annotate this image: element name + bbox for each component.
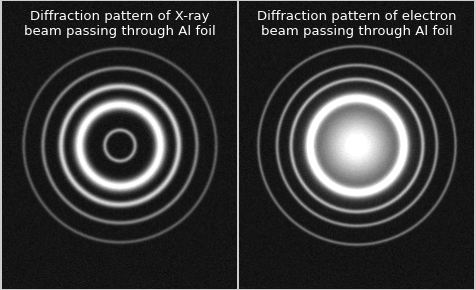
Text: Diffraction pattern of X-ray
beam passing through Al foil: Diffraction pattern of X-ray beam passin… bbox=[24, 10, 216, 38]
Text: Diffraction pattern of electron
beam passing through Al foil: Diffraction pattern of electron beam pas… bbox=[257, 10, 456, 38]
